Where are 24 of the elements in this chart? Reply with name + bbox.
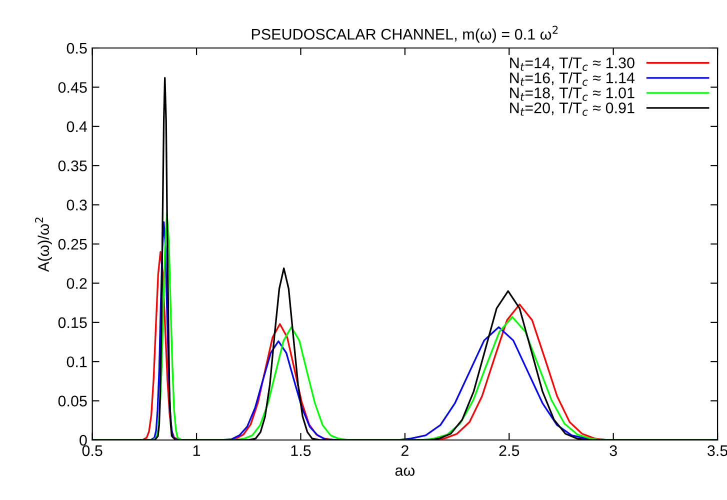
y-tick-label: 0.15 — [58, 317, 87, 328]
y-tick-label: 0.2 — [66, 278, 87, 289]
x-tick-label: 1.5 — [291, 445, 311, 456]
y-tick-label: 0.35 — [58, 160, 87, 172]
x-tick-label: 1 — [193, 445, 200, 456]
x-tick-label: 3 — [610, 445, 617, 456]
x-tick-label: 2 — [401, 445, 408, 456]
y-axis-title: A(ω)/ω$^{2}$ — [35, 218, 52, 272]
x-tick-label: 0.5 — [82, 445, 102, 456]
y-tick-label: 0.45 — [58, 82, 87, 93]
y-tick-label: 0.1 — [66, 356, 87, 368]
legend-label: N$_{t}$=18, T/T$_{c}$ ≈ 1.01 — [510, 87, 634, 101]
x-axis-title: aω — [395, 468, 415, 476]
y-tick-label: 0.5 — [66, 42, 87, 54]
y-tick-label: 0.05 — [58, 396, 87, 406]
legend-label: N$_{t}$=14, T/T$_{c}$ ≈ 1.30 — [510, 57, 634, 71]
x-tick-label: 2.5 — [499, 445, 520, 456]
y-tick-label: 0.4 — [66, 121, 88, 132]
y-tick-label: 0 — [80, 434, 87, 446]
y-tick-label: 0.3 — [66, 200, 87, 210]
legend-label: N$_{t}$=20, T/T$_{c}$ ≈ 0.91 — [510, 102, 634, 116]
y-tick-label: 0.25 — [58, 238, 87, 250]
legend-label: N$_{t}$=16, T/T$_{c}$ ≈ 1.14 — [510, 72, 635, 86]
chart-title: PSEUDOSCALAR CHANNEL, m(ω) = 0.1 ω$^{2}$ — [252, 26, 558, 43]
